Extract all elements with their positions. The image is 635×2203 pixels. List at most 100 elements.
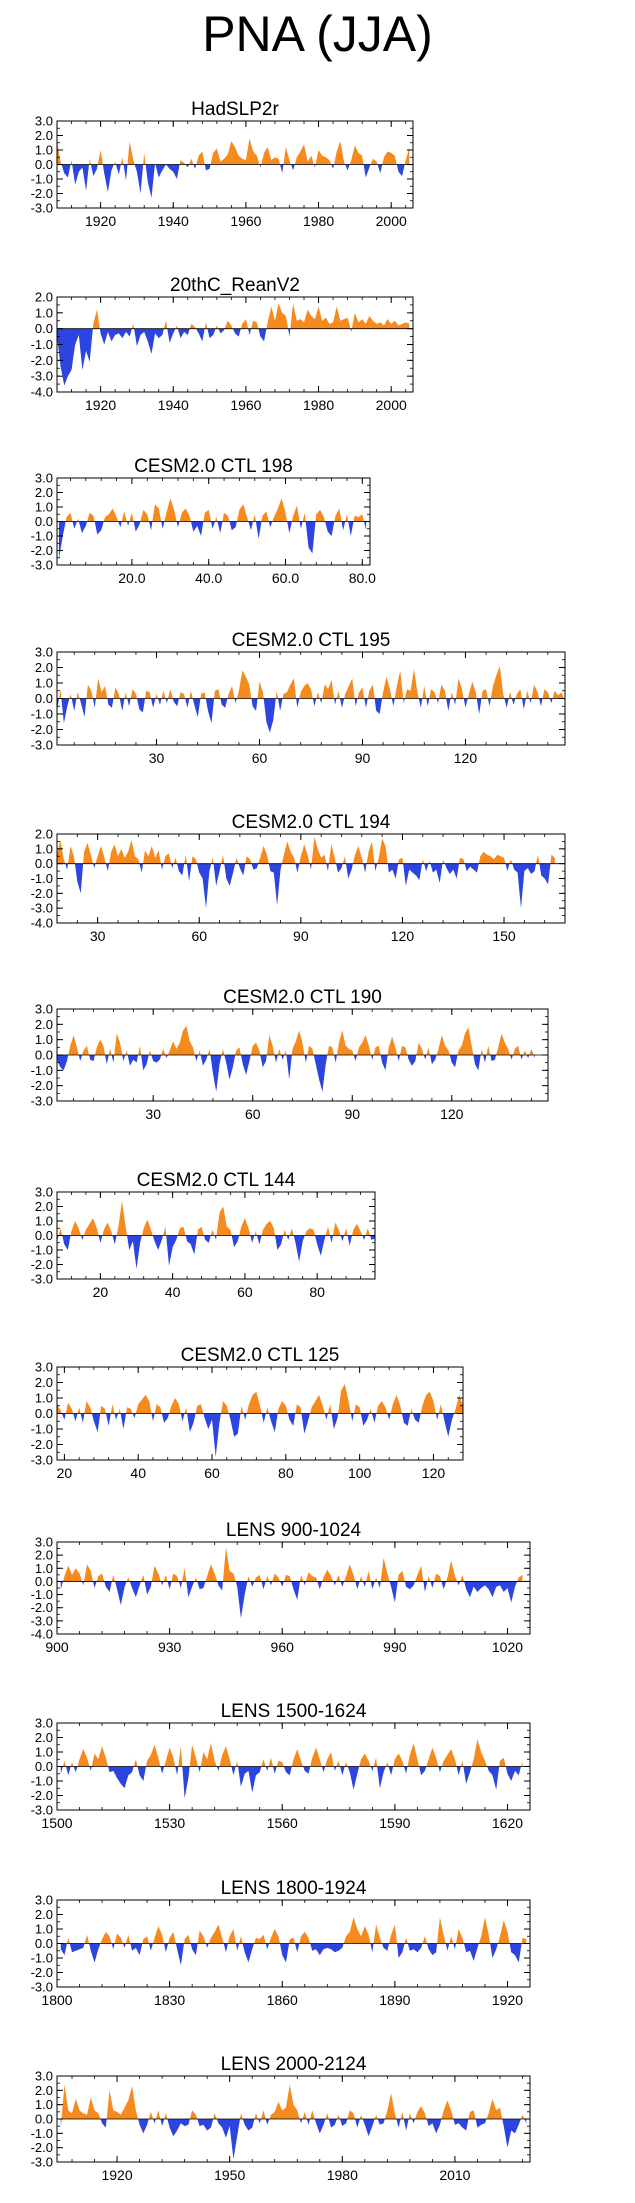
y-tick-label: 2.0: [35, 128, 53, 143]
negative-area: [57, 1055, 535, 1092]
y-tick-label: -1.0: [31, 337, 53, 352]
panel-title: HadSLP2r: [191, 99, 279, 120]
y-tick-label: -1.0: [31, 1774, 53, 1789]
x-tick-label: 120: [391, 928, 415, 944]
y-tick-label: -2.0: [31, 1437, 53, 1452]
y-tick-label: -3.0: [31, 901, 53, 916]
x-tick-label: 90: [355, 750, 371, 766]
panel-title: LENS 900-1024: [226, 1520, 362, 1541]
positive-area: [57, 1025, 535, 1055]
y-tick-label: -2.0: [31, 886, 53, 901]
y-tick-label: 0.0: [35, 1574, 53, 1589]
panel-title: 20thC_ReanV2: [170, 275, 300, 296]
panel-title: CESM2.0 CTL 198: [134, 456, 293, 477]
y-tick-label: -2.0: [31, 1600, 53, 1615]
y-tick-label: -1.0: [31, 1422, 53, 1437]
negative-area: [57, 1235, 375, 1269]
x-tick-label: 900: [45, 1639, 69, 1655]
positive-area: [57, 665, 565, 699]
x-tick-label: 60: [237, 1284, 253, 1300]
y-tick-label: 0.0: [35, 691, 53, 706]
x-tick-label: 1920: [101, 2167, 132, 2183]
panel-title: LENS 1800-1924: [221, 1878, 367, 1899]
y-tick-label: 1.0: [35, 676, 53, 691]
x-tick-label: 1980: [303, 397, 334, 413]
y-tick-label: 2.0: [35, 290, 53, 305]
x-tick-label: 1960: [230, 213, 261, 229]
positive-area: [92, 303, 410, 329]
y-tick-label: -2.0: [31, 722, 53, 737]
y-tick-label: 3.0: [35, 1360, 53, 1375]
y-tick-label: 3.0: [35, 1893, 53, 1908]
y-tick-label: -1.0: [31, 707, 53, 722]
y-tick-label: 1.0: [35, 305, 53, 320]
x-tick-label: 1920: [85, 213, 116, 229]
x-tick-label: 60: [252, 750, 268, 766]
negative-area: [60, 1943, 527, 1966]
x-tick-label: 20: [93, 1284, 109, 1300]
x-tick-label: 80.0: [349, 570, 376, 586]
y-tick-label: -2.0: [31, 353, 53, 368]
y-tick-label: 3.0: [35, 645, 53, 660]
y-tick-label: -2.0: [31, 186, 53, 201]
x-tick-label: 1940: [158, 397, 189, 413]
y-tick-label: 1.0: [35, 841, 53, 856]
y-tick-label: 3.0: [35, 2069, 53, 2084]
y-tick-label: 3.0: [35, 1002, 53, 1017]
x-tick-label: 930: [158, 1639, 182, 1655]
x-tick-label: 30: [90, 928, 106, 944]
y-tick-label: -2.0: [31, 1078, 53, 1093]
y-tick-label: 0.0: [35, 1048, 53, 1063]
y-tick-label: 1.0: [35, 2097, 53, 2112]
x-tick-label: 1980: [303, 213, 334, 229]
panel-title: LENS 1500-1624: [221, 1701, 367, 1722]
positive-area: [58, 498, 367, 522]
y-tick-label: 2.0: [35, 1017, 53, 1032]
x-tick-label: 1800: [41, 1992, 72, 2008]
y-tick-label: 2.0: [35, 1730, 53, 1745]
x-tick-label: 1950: [214, 2167, 245, 2183]
y-tick-label: 0.0: [35, 1228, 53, 1243]
y-tick-label: 2.0: [35, 827, 53, 842]
negative-area: [60, 1766, 523, 1799]
x-tick-label: 40.0: [195, 570, 222, 586]
y-tick-label: 0.0: [35, 2112, 53, 2127]
negative-area: [57, 698, 565, 733]
y-tick-label: 3.0: [35, 471, 53, 486]
x-tick-label: 1830: [154, 1992, 185, 2008]
x-tick-label: 20: [57, 1465, 73, 1481]
positive-area: [57, 138, 410, 165]
y-tick-label: -4.0: [31, 1627, 53, 1642]
y-tick-label: 3.0: [35, 1535, 53, 1550]
y-tick-label: -1.0: [31, 1063, 53, 1078]
x-tick-label: 1860: [267, 1992, 298, 2008]
y-tick-label: 1.0: [35, 1922, 53, 1937]
x-tick-label: 150: [492, 928, 516, 944]
y-tick-label: -2.0: [31, 1788, 53, 1803]
x-tick-label: 90: [293, 928, 309, 944]
y-tick-label: 1.0: [35, 1391, 53, 1406]
x-tick-label: 100: [348, 1465, 372, 1481]
y-tick-label: 2.0: [35, 1199, 53, 1214]
positive-area: [57, 836, 555, 864]
y-tick-label: -2.0: [31, 1965, 53, 1980]
x-tick-label: 60: [204, 1465, 220, 1481]
x-tick-label: 2000: [376, 397, 407, 413]
y-tick-label: -1.0: [31, 1951, 53, 1966]
y-tick-label: 3.0: [35, 114, 53, 129]
y-tick-label: -1.0: [31, 172, 53, 187]
positive-area: [60, 2084, 527, 2119]
plot-frame: [56, 296, 414, 393]
y-tick-label: -4.0: [31, 385, 53, 400]
x-tick-label: 1020: [492, 1639, 523, 1655]
y-tick-label: 1.0: [35, 1214, 53, 1229]
panel-title: CESM2.0 CTL 190: [223, 987, 382, 1008]
y-tick-label: -3.0: [31, 1094, 53, 1109]
x-tick-label: 60: [245, 1106, 261, 1122]
negative-area: [60, 2119, 527, 2160]
panel-title: CESM2.0 CTL 144: [137, 1170, 296, 1191]
positive-area: [57, 1384, 463, 1414]
negative-area: [58, 521, 367, 560]
y-tick-label: -2.0: [31, 1257, 53, 1272]
x-tick-label: 1920: [85, 397, 116, 413]
